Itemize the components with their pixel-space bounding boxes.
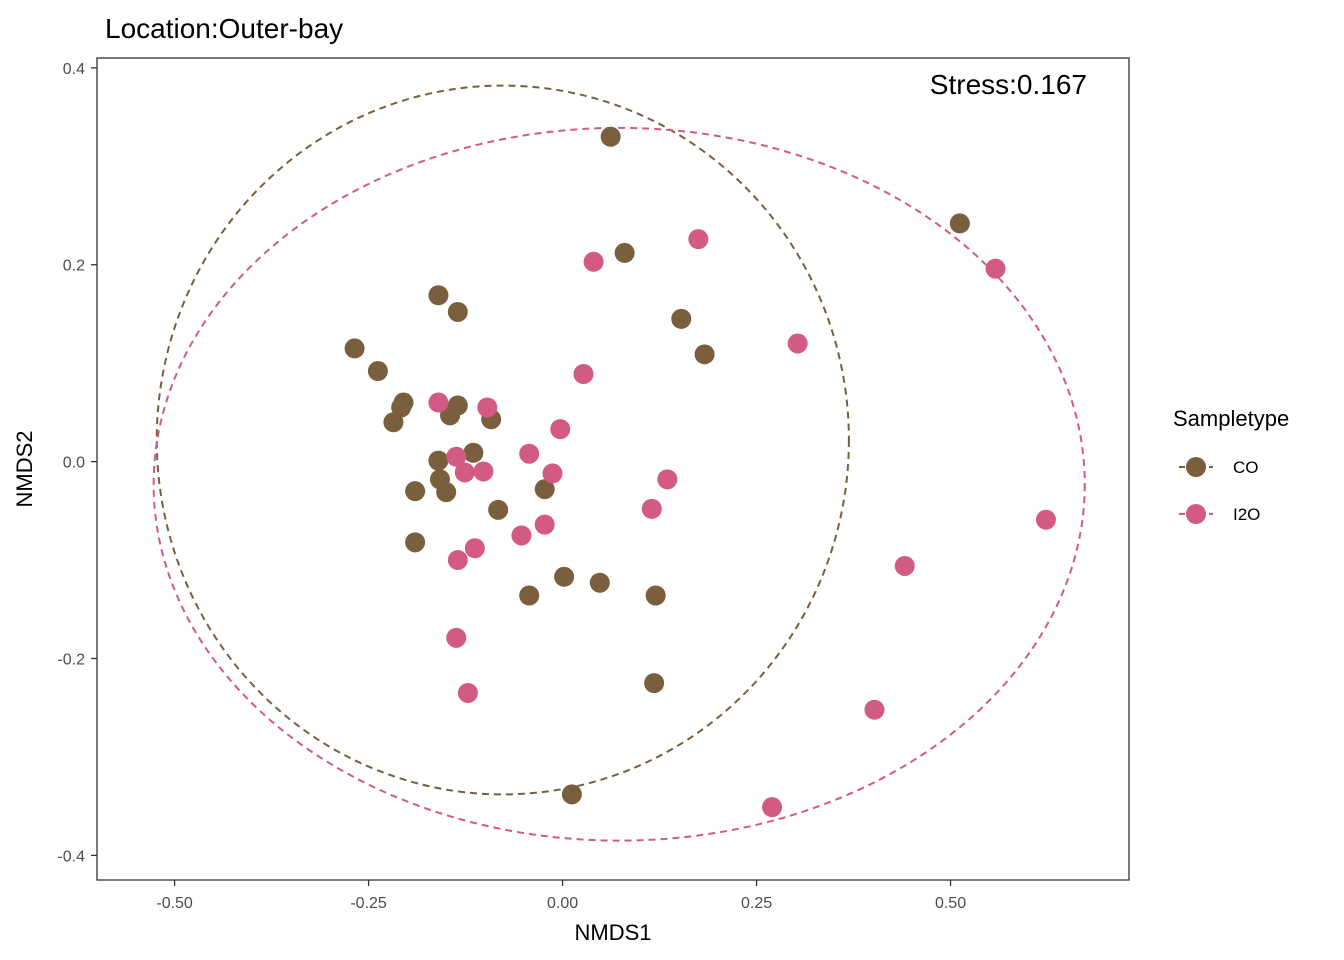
point-co xyxy=(645,585,666,606)
point-co xyxy=(405,481,426,502)
point-i2o xyxy=(534,514,555,535)
point-i2o xyxy=(477,397,498,418)
point-co xyxy=(554,566,575,587)
point-co xyxy=(600,126,621,147)
point-co xyxy=(440,405,461,426)
chart-title: Location:Outer-bay xyxy=(105,13,343,44)
x-axis-title: NMDS1 xyxy=(574,920,651,945)
legend-label: CO xyxy=(1233,458,1259,477)
point-co xyxy=(671,308,692,329)
point-co xyxy=(428,450,449,471)
point-i2o xyxy=(762,797,783,818)
point-i2o xyxy=(464,538,485,559)
point-i2o xyxy=(1035,509,1056,530)
point-i2o xyxy=(641,498,662,519)
point-co xyxy=(447,301,468,322)
point-co xyxy=(949,213,970,234)
point-co xyxy=(405,532,426,553)
legend-key-marker xyxy=(1186,504,1206,524)
point-co xyxy=(383,412,404,433)
legend-label: I2O xyxy=(1233,505,1260,524)
point-co xyxy=(488,499,509,520)
x-tick-label: 0.50 xyxy=(935,895,966,912)
point-i2o xyxy=(447,550,468,571)
point-i2o xyxy=(657,469,678,490)
x-tick-label: -0.25 xyxy=(350,895,387,912)
point-i2o xyxy=(985,258,1006,279)
legend-title: Sampletype xyxy=(1173,406,1289,431)
legend-key-marker xyxy=(1186,457,1206,477)
point-i2o xyxy=(511,525,532,546)
y-tick-label: 0.2 xyxy=(63,258,85,275)
x-tick-label: 0.00 xyxy=(547,895,578,912)
plot-border xyxy=(96,57,1130,881)
point-co xyxy=(367,361,388,382)
point-i2o xyxy=(550,419,571,440)
point-co xyxy=(534,479,555,500)
point-i2o xyxy=(787,333,808,354)
legend: Sampletype CO I2O xyxy=(1173,406,1289,524)
point-co xyxy=(644,673,665,694)
point-i2o xyxy=(864,699,885,720)
stress-annotation: Stress:0.167 xyxy=(930,69,1087,100)
point-co xyxy=(391,397,412,418)
point-i2o xyxy=(583,251,604,272)
point-i2o xyxy=(446,627,467,648)
ellipse-layer xyxy=(152,84,1086,842)
x-axis: -0.50 -0.25 0.00 0.25 0.50 xyxy=(156,880,966,912)
point-i2o xyxy=(457,682,478,703)
ellipse-co xyxy=(155,84,850,796)
point-i2o xyxy=(519,443,540,464)
y-tick-label: 0.0 xyxy=(63,455,85,472)
point-co xyxy=(463,442,484,463)
y-tick-label: 0.4 xyxy=(63,61,85,78)
point-co xyxy=(589,572,610,593)
point-i2o xyxy=(894,555,915,576)
point-i2o xyxy=(446,446,467,467)
point-i2o xyxy=(688,229,709,250)
point-layer xyxy=(344,126,1056,818)
point-co xyxy=(344,338,365,359)
point-co xyxy=(428,285,449,306)
point-i2o xyxy=(428,392,449,413)
y-tick-label: -0.4 xyxy=(57,848,85,865)
point-co xyxy=(561,784,582,805)
x-tick-label: -0.50 xyxy=(156,895,193,912)
point-i2o xyxy=(542,463,563,484)
point-co xyxy=(519,585,540,606)
ellipse-i2o xyxy=(152,126,1086,842)
point-i2o xyxy=(573,364,594,385)
legend-items: CO I2O xyxy=(1179,457,1260,524)
point-co xyxy=(694,344,715,365)
x-tick-label: 0.25 xyxy=(741,895,772,912)
y-tick-label: -0.2 xyxy=(57,652,85,669)
point-co xyxy=(436,482,457,503)
point-i2o xyxy=(454,462,475,483)
y-axis-title: NMDS2 xyxy=(12,430,37,507)
point-i2o xyxy=(473,461,494,482)
plot-panel xyxy=(97,58,1129,880)
y-axis: -0.4 -0.2 0.0 0.2 0.4 xyxy=(57,61,97,865)
point-co xyxy=(614,242,635,263)
plot-area xyxy=(96,57,1130,881)
